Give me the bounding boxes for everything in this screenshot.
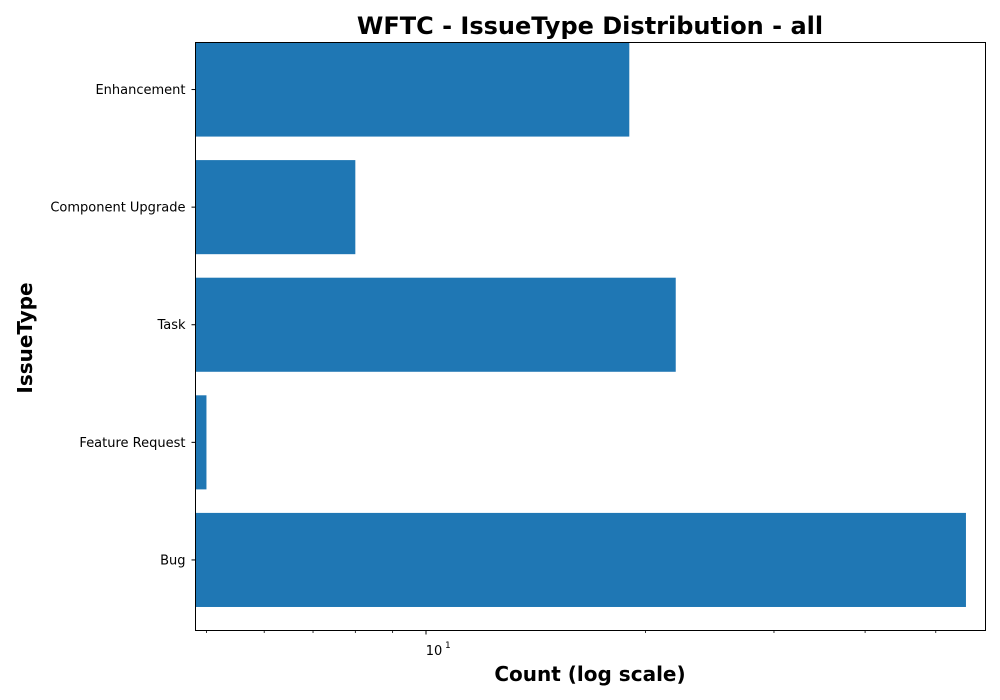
svg-text:1: 1 [445,641,451,651]
y-tick-label: Enhancement [95,83,185,98]
chart-title: WFTC - IssueType Distribution - all [357,12,823,40]
bar-enhancement [195,42,630,137]
bar-feature-request [195,395,207,490]
y-tick-label: Bug [160,553,185,568]
y-axis-label: IssueType [13,282,37,393]
y-tick-label: Task [156,318,186,333]
plot-area: Bug Feature Request Task Component Upgrade E… [50,42,966,635]
y-tick-label: Component Upgrade [50,201,185,216]
x-tick-label-10: 10 1 [426,641,451,659]
bar-task [195,277,676,372]
y-tick-label: Feature Request [79,436,185,451]
plot-frame [195,42,986,631]
x-axis-label: Count (log scale) [494,662,685,686]
svg-text:10: 10 [426,644,443,659]
bar-component-upgrade [195,160,356,255]
bar-bug [195,512,966,607]
